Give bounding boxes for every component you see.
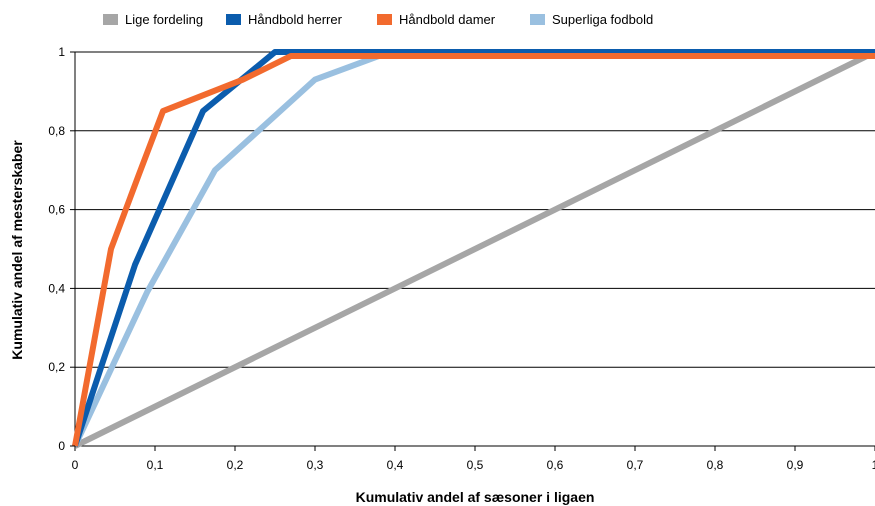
- series-line-1: [73, 49, 875, 449]
- legend-label: Superliga fodbold: [552, 12, 653, 27]
- x-axis-ticks: 0 0,1 0,2 0,3 0,4 0,5 0,6 0,7 0,8 0,9 1: [72, 446, 875, 472]
- x-tick-label: 0,3: [307, 458, 324, 472]
- y-axis-ticks: 0 0,2 0,4 0,6 0,8 1: [48, 45, 75, 453]
- y-tick-label: 0,6: [48, 203, 65, 217]
- x-tick-label: 1: [872, 458, 875, 472]
- x-tick-label: 0: [72, 458, 79, 472]
- y-tick-label: 0,2: [48, 360, 65, 374]
- legend: Lige fordeling Håndbold herrer Håndbold da…: [103, 12, 653, 27]
- x-tick-label: 0,2: [227, 458, 244, 472]
- x-tick-label: 0,5: [467, 458, 484, 472]
- legend-label: Lige fordeling: [125, 12, 203, 27]
- x-tick-label: 0,8: [707, 458, 724, 472]
- legend-swatch: [377, 14, 392, 25]
- legend-swatch: [103, 14, 118, 25]
- x-axis-title: Kumulativ andel af sæsoner i ligaen: [356, 489, 595, 505]
- y-tick-label: 1: [58, 45, 65, 59]
- legend-swatch: [226, 14, 241, 25]
- x-tick-label: 0,6: [547, 458, 564, 472]
- legend-label: Håndbold herrer: [248, 12, 343, 27]
- series-layer: [72, 49, 875, 449]
- y-tick-label: 0,8: [48, 124, 65, 138]
- y-tick-label: 0: [58, 439, 65, 453]
- x-tick-label: 0,7: [627, 458, 644, 472]
- x-tick-label: 0,4: [387, 458, 404, 472]
- x-tick-label: 0,1: [147, 458, 164, 472]
- y-axis-title: Kumulativ andel af mesterskaber: [9, 140, 25, 360]
- x-tick-label: 0,9: [787, 458, 804, 472]
- legend-label: Håndbold damer: [399, 12, 496, 27]
- series-line-3: [72, 52, 875, 447]
- legend-swatch: [530, 14, 545, 25]
- y-tick-label: 0,4: [48, 281, 65, 295]
